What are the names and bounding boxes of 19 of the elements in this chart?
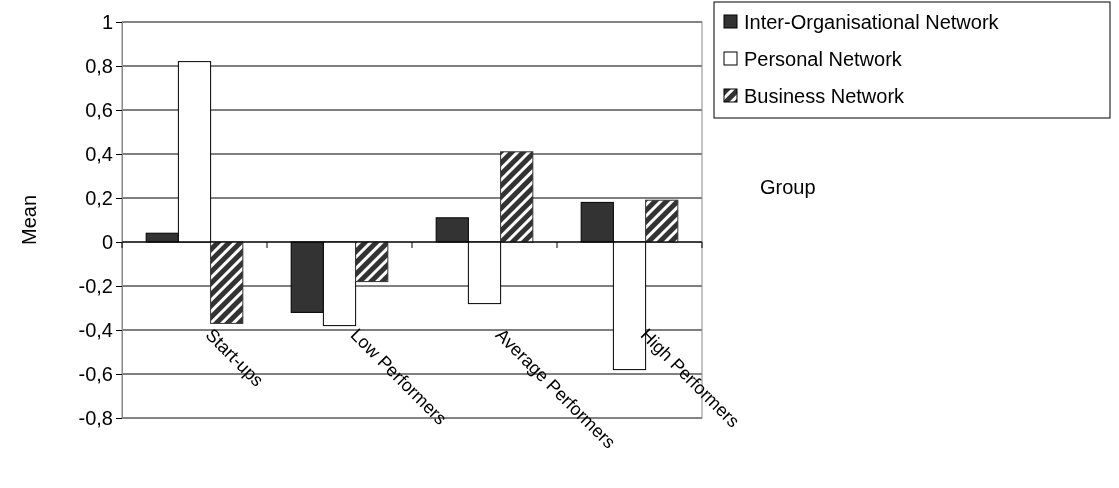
y-tick-label: 0,4	[85, 142, 113, 165]
y-tick-label: 0,6	[85, 98, 113, 121]
y-tick-label: 0	[101, 230, 113, 253]
x-axis-title: Group	[760, 176, 816, 198]
y-tick-label: 0,8	[85, 54, 113, 77]
y-tick-label: 1	[101, 10, 113, 33]
bar	[355, 241, 389, 283]
y-tick-label: 0,2	[85, 186, 113, 209]
legend-label: Business Network	[744, 85, 906, 107]
y-tick-label: -0,8	[78, 406, 113, 429]
legend-label: Personal Network	[744, 48, 903, 70]
y-tick-label: -0,2	[78, 274, 113, 297]
bar	[645, 199, 679, 243]
bar	[500, 151, 534, 243]
y-axis-title: Mean	[18, 194, 40, 246]
bar	[210, 241, 244, 324]
y-tick-label: -0,4	[78, 318, 113, 341]
legend-label: Inter-Organisational Network	[744, 11, 1000, 33]
y-tick-label: -0,6	[78, 362, 113, 385]
